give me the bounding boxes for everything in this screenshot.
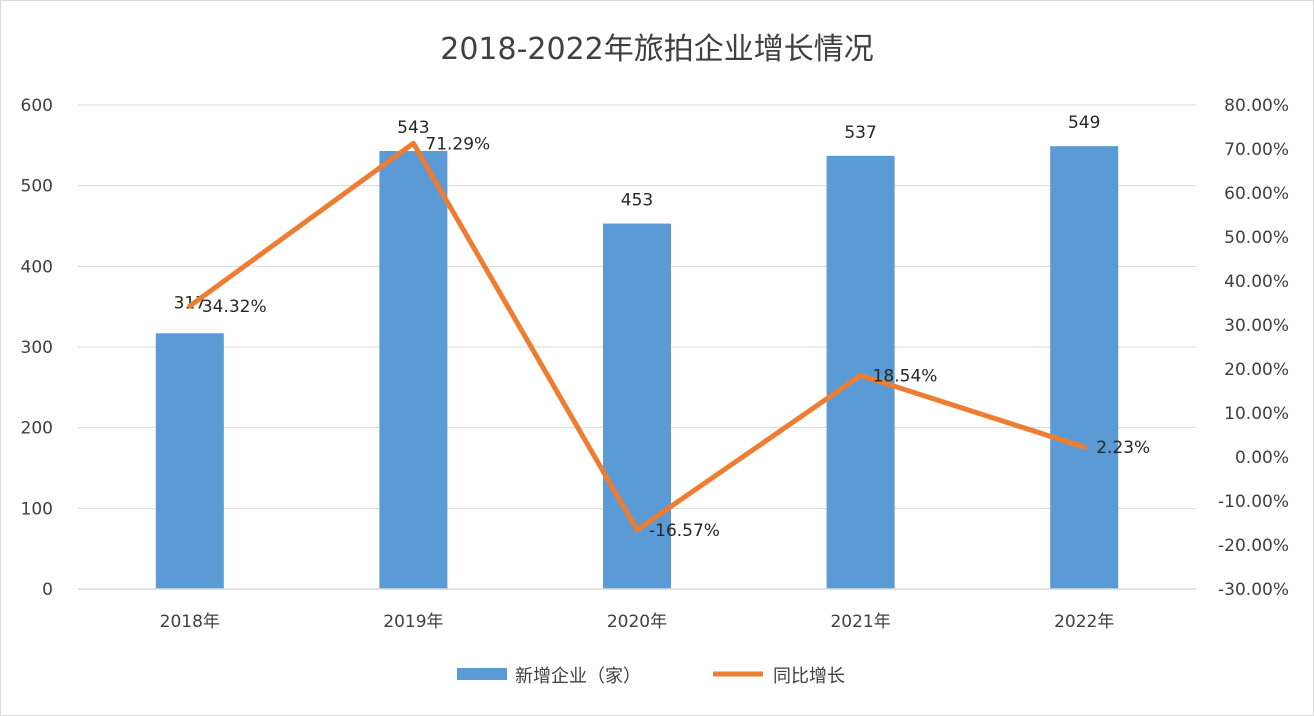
growth-line (187, 140, 1087, 533)
bar-data-label: 537 (844, 123, 876, 143)
x-axis-tick-label: 2019年 (383, 612, 443, 632)
bar-data-label: 549 (1068, 113, 1100, 133)
right-axis-tick-label: -30.00% (1218, 580, 1289, 600)
right-axis-tick-label: 60.00% (1224, 184, 1289, 204)
left-axis-tick-label: 200 (21, 419, 53, 439)
left-axis-tick-label: 600 (21, 96, 53, 116)
right-axis-tick-label: 80.00% (1224, 96, 1289, 116)
right-axis-tick-label: -10.00% (1218, 492, 1289, 512)
right-axis-tick-label: 30.00% (1224, 316, 1289, 336)
legend-bar-label: 新增企业（家） (515, 666, 641, 687)
line-data-label: 2.23% (1096, 438, 1150, 458)
right-y-axis: -30.00% -20.00% -10.00% 0.00% 10.00% 20.00% 30… (1218, 96, 1289, 600)
line-data-label: 71.29% (425, 134, 490, 154)
x-axis-tick-label: 2021年 (830, 612, 890, 632)
left-axis-tick-label: 100 (21, 499, 53, 519)
left-axis-tick-label: 400 (21, 257, 53, 277)
left-y-axis: 0 100 200 300 400 500 600 (21, 96, 53, 600)
right-axis-tick-label: -20.00% (1218, 536, 1289, 556)
bar (155, 333, 224, 589)
right-axis-tick-label: 20.00% (1224, 360, 1289, 380)
left-axis-tick-label: 300 (21, 338, 53, 358)
chart-title: 2018-2022年旅拍企业增长情况 (440, 32, 874, 67)
x-axis-tick-label: 2020年 (607, 612, 667, 632)
x-axis-tick-label: 2022年 (1054, 612, 1114, 632)
legend: 新增企业（家） 同比增长 (457, 666, 845, 687)
bar (1050, 146, 1119, 589)
right-axis-tick-label: 10.00% (1224, 404, 1289, 424)
legend-line-label: 同比增长 (773, 666, 845, 687)
line-data-label: 18.54% (873, 366, 938, 386)
right-axis-tick-label: 50.00% (1224, 228, 1289, 248)
x-axis-tick-label: 2018年 (160, 612, 220, 632)
x-axis: 2018年 2019年 2020年 2021年 2022年 (78, 588, 1196, 632)
bar (379, 150, 448, 590)
line-data-label: -16.57% (649, 521, 720, 541)
line-data-label: 34.32% (202, 297, 267, 317)
left-axis-tick-label: 0 (42, 580, 53, 600)
left-axis-tick-label: 500 (21, 177, 53, 197)
line-data-labels: 34.32% 71.29% -16.57% 18.54% 2.23% (202, 134, 1150, 541)
bar-data-label: 543 (397, 118, 429, 138)
bar-series (155, 146, 1119, 590)
right-axis-tick-label: 70.00% (1224, 140, 1289, 160)
right-axis-tick-label: 40.00% (1224, 272, 1289, 292)
line-series (187, 140, 1087, 533)
bar (826, 155, 895, 589)
bar-data-label: 453 (621, 191, 653, 211)
right-axis-tick-label: 0.00% (1235, 448, 1289, 468)
legend-bar-swatch (457, 668, 507, 680)
